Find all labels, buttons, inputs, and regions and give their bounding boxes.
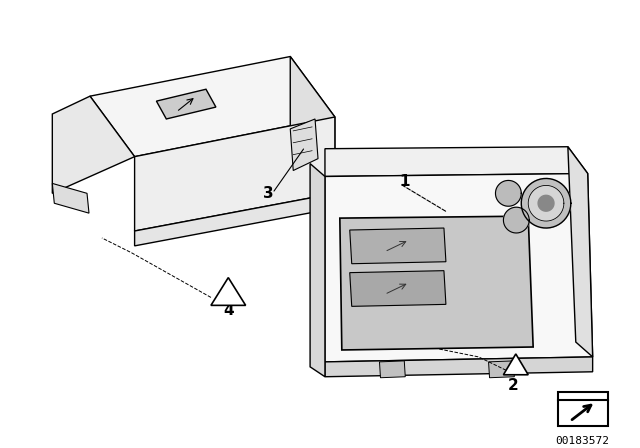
- Text: 4: 4: [223, 303, 234, 318]
- Polygon shape: [558, 392, 607, 426]
- Polygon shape: [568, 147, 593, 357]
- Polygon shape: [349, 271, 446, 306]
- Polygon shape: [52, 96, 134, 194]
- Polygon shape: [495, 181, 521, 206]
- Polygon shape: [52, 183, 89, 213]
- Polygon shape: [156, 89, 216, 119]
- Polygon shape: [211, 278, 246, 306]
- Polygon shape: [325, 147, 588, 177]
- Polygon shape: [291, 119, 318, 171]
- Polygon shape: [90, 56, 335, 157]
- Polygon shape: [134, 117, 335, 231]
- Text: ⚡: ⚡: [226, 295, 232, 304]
- Text: ⚡: ⚡: [513, 365, 518, 374]
- Polygon shape: [325, 357, 593, 377]
- Polygon shape: [340, 216, 533, 350]
- Text: 3: 3: [263, 186, 274, 201]
- Text: 1: 1: [399, 174, 410, 189]
- Polygon shape: [349, 228, 446, 264]
- Polygon shape: [488, 361, 515, 378]
- Polygon shape: [380, 361, 405, 378]
- Polygon shape: [134, 194, 335, 246]
- Polygon shape: [291, 56, 335, 194]
- Polygon shape: [325, 173, 593, 362]
- Polygon shape: [522, 178, 571, 228]
- Polygon shape: [310, 164, 325, 377]
- Polygon shape: [538, 195, 554, 211]
- Text: 00183572: 00183572: [556, 436, 610, 446]
- Text: 2: 2: [508, 378, 518, 392]
- Polygon shape: [504, 207, 529, 233]
- Polygon shape: [504, 354, 528, 375]
- Polygon shape: [528, 185, 564, 221]
